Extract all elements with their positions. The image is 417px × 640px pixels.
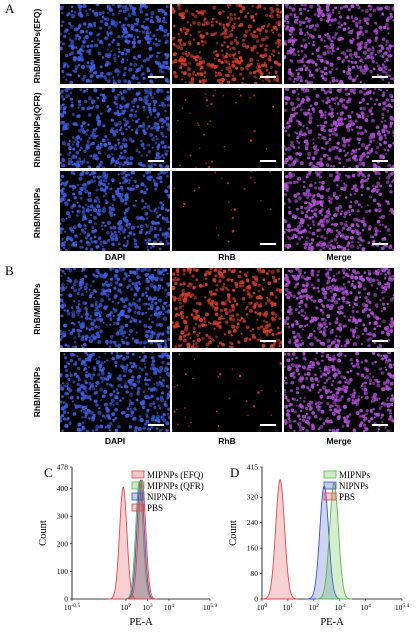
panel-label-a: A [5,1,15,16]
scale-bar [148,424,164,426]
scale-bar [148,76,164,78]
chart-c-xtick-label: 102 [121,603,132,612]
scale-bar [372,340,388,342]
chart-c-ytick-label: 200 [57,539,69,548]
chart-d-xtick-label: 101 [283,603,294,612]
chart-c-histogram-mipnps-efq- [126,479,158,600]
micro-a-r2-merge [284,171,394,251]
chart-d-legend-label: PBS [339,492,355,502]
micro-b-r1-dapi [60,352,170,432]
col-label-b-dapi: DAPI [104,436,126,446]
chart-c-histogram-pbs [108,486,139,600]
chart-c-ytick-label: 478 [57,463,69,472]
micro-a-r0-merge [284,4,394,84]
chart-c-legend-label: MIPNPs (EFQ) [147,470,203,480]
chart-d-legend-label: MIPNPs [339,470,371,480]
col-label-a-rhb: RhB [218,252,236,262]
micro-a-r0-rhb [172,4,282,84]
chart-c-legend-label: MIPNPs (QFR) [147,481,204,491]
chart-d-xtick-label: 105.4 [395,603,410,612]
chart-d-xtick-label: 100 [257,603,268,612]
chart-d-xtick-label: 104 [361,603,372,612]
chart-d-ytick-label: 240 [247,518,259,527]
chart-d-histogram-pbs [262,479,299,600]
scale-bar [372,160,388,162]
chart-c-ytick-label: 0 [64,595,68,604]
scale-bar [148,160,164,162]
chart-c-x-title: PE-A [129,617,153,628]
chart-d-histogram-mipnps [315,482,353,600]
chart-d-ytick-label: 0 [254,595,258,604]
micro-a-r0-dapi [60,4,170,84]
row-label-a-0: RhB/MIPNPs(EFQ) [32,8,42,84]
chart-c-legend-swatch [131,492,145,501]
chart-d-ytick-label: 80 [251,569,259,578]
chart-c-ytick-label: 400 [57,484,69,493]
chart-c-legend-label: NIPNPs [147,492,177,502]
micro-b-r0-dapi [60,268,170,348]
scale-bar [260,160,276,162]
col-label-a-merge: Merge [326,252,352,262]
micro-b-r0-merge [284,268,394,348]
micro-a-r2-rhb [172,171,282,251]
chart-d-y-title: Count [228,520,239,546]
chart-d-xtick-label: 102 [309,603,320,612]
chart-c-legend-swatch [131,470,145,479]
micro-b-r1-rhb [172,352,282,432]
chart-d-ytick-label: 160 [247,544,259,553]
col-label-b-merge: Merge [326,436,352,446]
chart-c-xtick-label: 10-0.5 [64,603,80,612]
chart-d-legend-swatch [323,481,337,490]
scale-bar [372,76,388,78]
micro-a-r1-merge [284,88,394,168]
micro-b-r1-merge [284,352,394,432]
row-label-b-0: RhB/MIPNPs [32,283,42,335]
chart-d-ytick-label: 415 [247,463,259,472]
micro-a-r1-rhb [172,88,282,168]
scale-bar [260,340,276,342]
chart-c-y-title: Count [38,520,49,546]
chart-d-xtick-label: 103 [335,603,346,612]
panel-label-d: D [230,465,240,480]
chart-d-x-title: PE-A [320,617,344,628]
chart-d-ytick-label: 320 [247,493,259,502]
panel-label-b: B [5,263,14,278]
chart-d-legend-swatch [323,492,337,501]
chart-c-histogram-nipnps [125,479,156,600]
scale-bar [260,424,276,426]
chart-c-ytick-label: 300 [57,512,69,521]
chart-c-xtick-label: 105.9 [203,603,218,612]
scale-bar [148,340,164,342]
panel-label-c: C [44,465,53,480]
chart-c-legend-swatch [131,481,145,490]
chart-d-legend-swatch [323,470,337,479]
row-label-a-2: RhB/NIPNPs [32,187,42,239]
scale-bar [148,243,164,245]
chart-c-xtick-label: 104 [164,603,175,612]
scale-bar [372,424,388,426]
row-label-a-1: RhB/MIPNPs(QFR) [32,92,42,168]
col-label-a-dapi: DAPI [104,252,126,262]
micro-b-r0-rhb [172,268,282,348]
col-label-b-rhb: RhB [218,436,236,446]
scale-bar [260,243,276,245]
chart-c-legend-label: PBS [147,503,163,513]
chart-c-xtick-label: 103 [142,603,153,612]
row-label-b-1: RhB/NIPNPs [32,366,42,418]
chart-d-legend-label: NIPNPs [339,481,369,491]
chart-c-legend-swatch [131,503,145,512]
scale-bar [260,76,276,78]
scale-bar [372,243,388,245]
micro-a-r2-dapi [60,171,170,251]
micro-a-r1-dapi [60,88,170,168]
chart-c-ytick-label: 100 [57,567,69,576]
